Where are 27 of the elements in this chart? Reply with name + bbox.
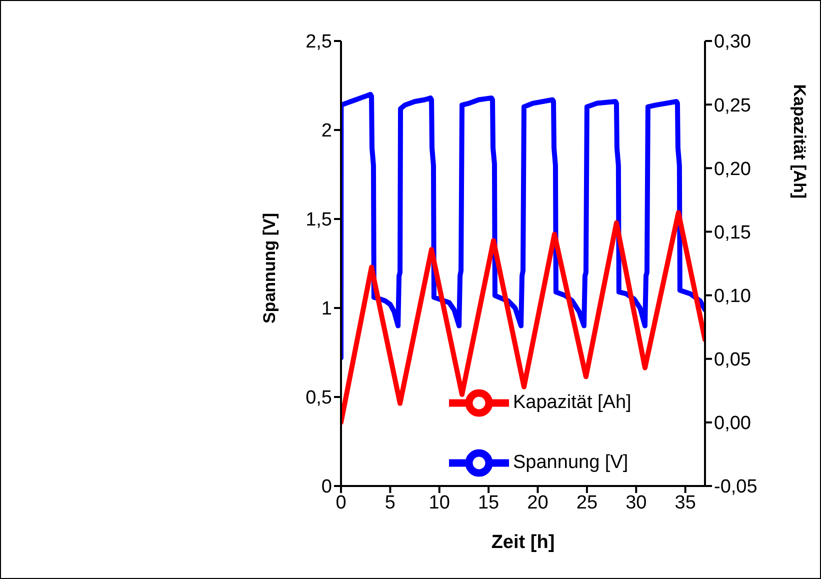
y-tick-label: 1,5 bbox=[306, 210, 332, 231]
y-tick-label: 0,5 bbox=[306, 388, 332, 409]
y2-tick-label: 0,05 bbox=[714, 350, 751, 371]
x-tick-label: 10 bbox=[428, 492, 450, 514]
y2-tick-label: 0,30 bbox=[714, 32, 751, 53]
y-tick-label: 0 bbox=[321, 476, 332, 498]
y-axis-title: Spannung [V] bbox=[260, 213, 280, 324]
x-tick-label: 30 bbox=[626, 492, 647, 514]
y2-tick-label: 0,15 bbox=[714, 222, 751, 244]
x-tick-label: 5 bbox=[384, 492, 396, 514]
y2-tick-label: 0,10 bbox=[714, 286, 751, 308]
legend-label: Kapazität [Ah] bbox=[513, 392, 632, 414]
x-tick-label: 25 bbox=[576, 492, 598, 514]
y-tick-label: 2 bbox=[321, 120, 332, 142]
y2-axis-title: Kapazität [Ah] bbox=[790, 84, 809, 198]
legend-label: Spannung [V] bbox=[513, 452, 628, 474]
y2-tick-label: 0,00 bbox=[714, 413, 751, 434]
y2-tick-label: 0,20 bbox=[714, 158, 751, 180]
y-tick-label: 2,5 bbox=[306, 32, 332, 53]
x-axis-title: Zeit [h] bbox=[491, 532, 555, 553]
x-tick-label: 0 bbox=[336, 492, 346, 514]
y2-tick-label: -0,05 bbox=[714, 476, 758, 498]
x-tick-label: 35 bbox=[674, 492, 696, 514]
y2-tick-label: 0,25 bbox=[714, 95, 751, 116]
y-tick-label: 1 bbox=[321, 298, 332, 320]
x-tick-label: 15 bbox=[478, 492, 500, 514]
x-tick-label: 20 bbox=[527, 492, 548, 514]
